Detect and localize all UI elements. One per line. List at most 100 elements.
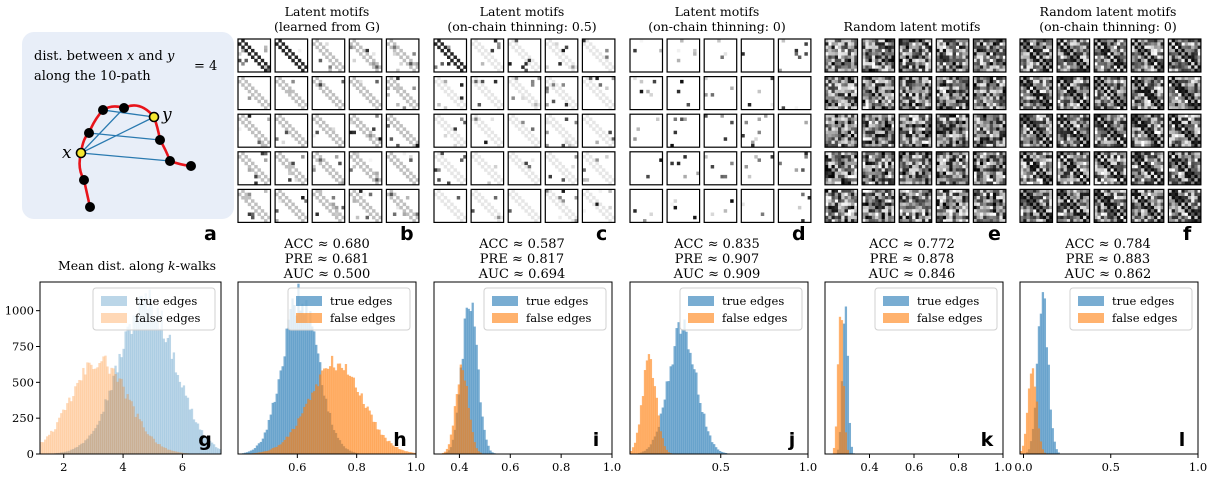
motif-pixel xyxy=(676,89,681,94)
motif-pixel xyxy=(1079,42,1084,46)
motif-pixel xyxy=(862,79,866,84)
motif-pixel xyxy=(825,137,829,141)
motif-pixel xyxy=(862,143,866,148)
motif-pixel xyxy=(959,62,963,66)
motif-pixel xyxy=(899,68,903,73)
motif-pixel xyxy=(291,134,295,138)
motif-pixel xyxy=(976,215,981,220)
motif-pixel xyxy=(415,178,420,182)
motif-pixel xyxy=(244,117,248,121)
motif-pixel xyxy=(315,83,319,87)
motif-pixel xyxy=(942,209,947,213)
motif-pixel xyxy=(1197,89,1202,94)
motif-pixel xyxy=(447,93,451,97)
motif-pixel xyxy=(652,79,657,84)
motif-pixel xyxy=(1097,58,1101,63)
motif-pixel xyxy=(437,83,441,87)
motif-pixel xyxy=(952,155,956,159)
motif-pixel xyxy=(888,209,892,213)
motif-pixel xyxy=(355,79,360,84)
motif-pixel xyxy=(247,96,252,100)
motif-pixel xyxy=(828,99,832,104)
motif-pixel xyxy=(558,55,562,59)
motif-pixel xyxy=(865,117,869,121)
motif-pixel xyxy=(996,165,1000,169)
motif-pixel xyxy=(595,48,599,53)
motif-pixel xyxy=(530,127,535,131)
motif-pixel xyxy=(244,86,248,90)
motif-pixel xyxy=(1079,39,1084,43)
motif-pixel xyxy=(1083,42,1087,46)
motif-pixel xyxy=(1113,55,1118,59)
motif-pixel xyxy=(1194,103,1198,107)
motif-pixel xyxy=(915,189,919,193)
motif-pixel xyxy=(962,76,966,81)
motif-pixel xyxy=(952,45,956,50)
motif-pixel xyxy=(1002,39,1007,43)
motif-pixel xyxy=(1137,83,1142,87)
motif-pixel xyxy=(1002,168,1007,172)
motif-pixel xyxy=(915,174,919,179)
motif-pixel xyxy=(949,140,953,145)
motif-pixel xyxy=(996,209,1000,213)
motif-pixel xyxy=(1066,83,1071,87)
motif-pixel xyxy=(757,130,761,135)
motif-cell-frame xyxy=(1130,38,1165,73)
motif-pixel xyxy=(962,68,966,73)
motif-pixel xyxy=(1036,93,1040,97)
motif-pixel xyxy=(936,42,940,46)
motif-pixel xyxy=(1073,99,1077,104)
motif-pixel xyxy=(1157,79,1161,84)
motif-pixel xyxy=(862,45,866,50)
motif-pixel xyxy=(928,196,932,200)
motif-pixel xyxy=(862,68,866,73)
motif-pixel xyxy=(328,52,332,56)
motif-pixel xyxy=(527,58,532,63)
motif-pixel xyxy=(841,196,845,200)
motif-pixel xyxy=(918,199,923,203)
motif-cell-frame xyxy=(385,188,420,223)
motif-pixel xyxy=(965,140,969,145)
motif-pixel xyxy=(996,58,1000,63)
motif-pixel xyxy=(1123,103,1127,107)
motif-pixel xyxy=(881,65,886,69)
motif-pixel xyxy=(1174,52,1179,56)
motif-pixel xyxy=(899,171,903,176)
motif-pixel xyxy=(1103,39,1108,43)
motif-pixel xyxy=(847,45,852,50)
motif-pixel xyxy=(979,68,984,73)
motif-pixel xyxy=(962,189,966,193)
motif-pixel xyxy=(389,196,394,200)
motif-pixel xyxy=(955,117,960,121)
motif-pixel xyxy=(875,93,879,97)
motif-pixel xyxy=(1023,76,1027,81)
motif-pixel xyxy=(912,114,916,118)
motif-pixel xyxy=(751,143,755,148)
motif-pixel xyxy=(585,120,590,125)
motif-pixel xyxy=(902,45,906,50)
motif-pixel xyxy=(1020,83,1024,87)
motif-pixel xyxy=(965,124,969,128)
motif-thumbnail xyxy=(385,188,420,223)
motif-pixel xyxy=(437,39,441,43)
motif-pixel xyxy=(484,199,488,203)
motif-pixel xyxy=(365,58,369,63)
motif-pixel xyxy=(902,151,906,156)
motif-pixel xyxy=(1184,89,1189,94)
motif-pixel xyxy=(1073,62,1077,66)
motif-pixel xyxy=(905,174,910,179)
motif-thumbnail xyxy=(777,38,812,73)
motif-pixel xyxy=(955,79,960,84)
motif-pixel xyxy=(1033,103,1037,107)
motif-pixel xyxy=(1066,89,1071,94)
motif-pixel xyxy=(834,124,839,128)
motif-pixel xyxy=(854,205,858,210)
motif-pixel xyxy=(939,76,943,81)
motif-pixel xyxy=(1123,83,1127,87)
motif-pixel xyxy=(912,120,916,125)
motif-pixel xyxy=(952,83,956,87)
motif-pixel xyxy=(918,65,923,69)
motif-pixel xyxy=(1046,52,1050,56)
motif-pixel xyxy=(1026,55,1030,59)
motif-pixel xyxy=(936,174,940,179)
